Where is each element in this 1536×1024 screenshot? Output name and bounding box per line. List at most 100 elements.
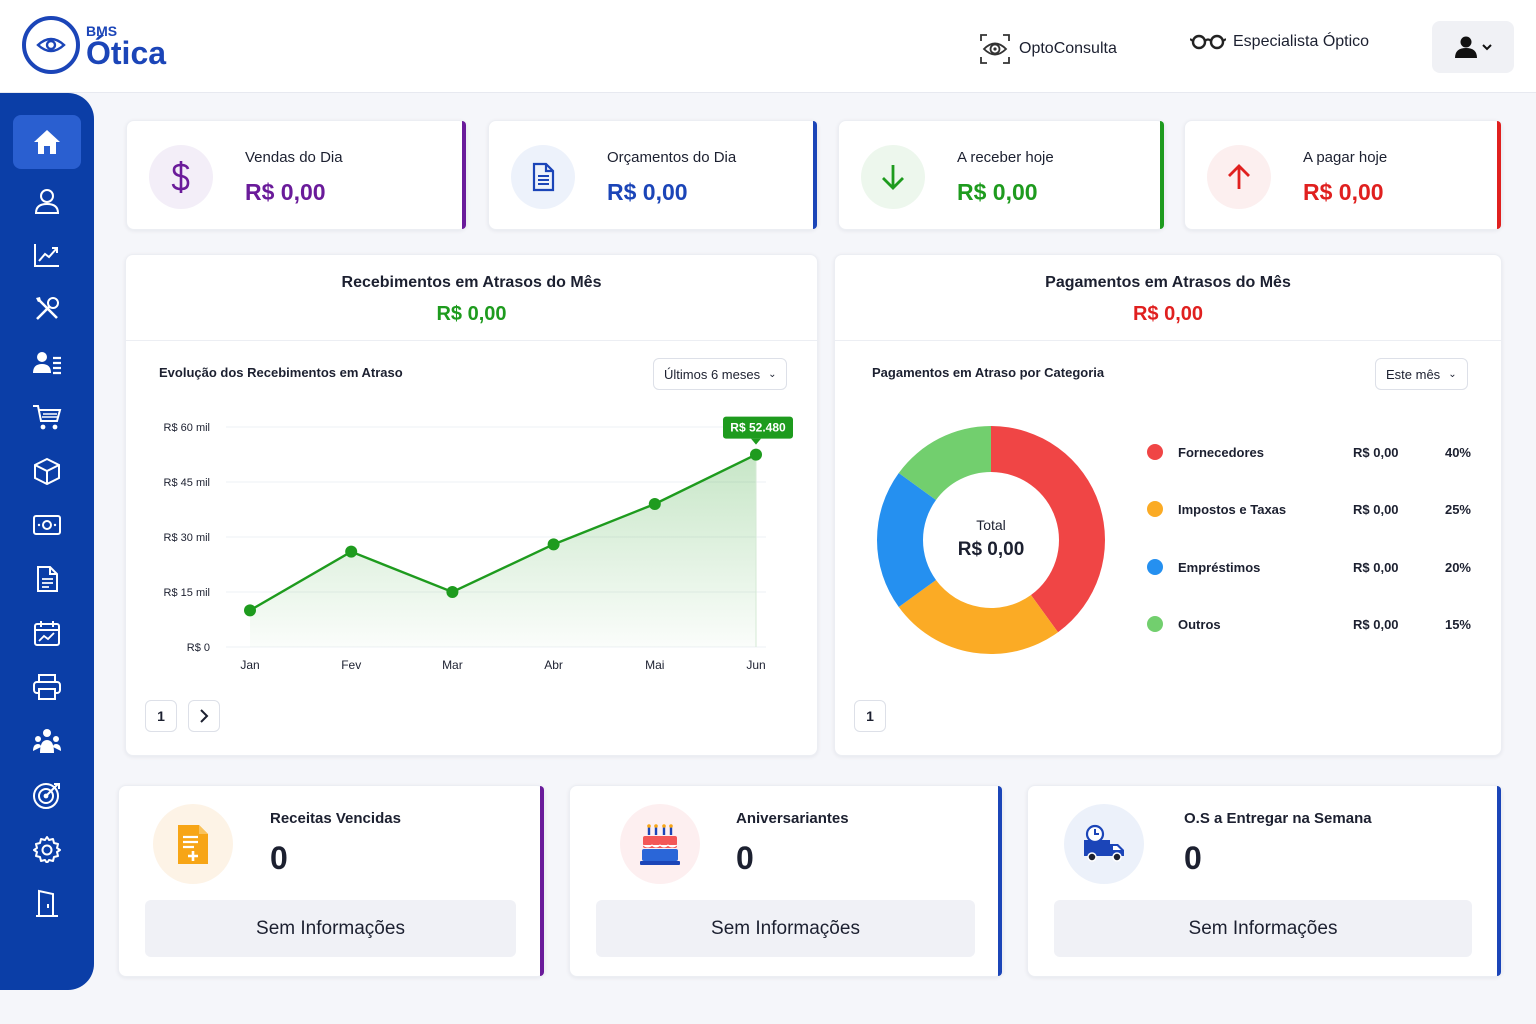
prescription-icon (153, 804, 233, 884)
aniversariantes-label: Aniversariantes (736, 810, 849, 827)
especialista-label: Especialista Óptico (1233, 33, 1370, 50)
sidebar-item-sales[interactable] (13, 390, 81, 444)
sidebar-item-services[interactable] (13, 282, 81, 336)
os-entregar-card[interactable]: O.S a Entregar na Semana 0 Sem Informaçõ… (1027, 785, 1502, 977)
sidebar-item-print[interactable] (13, 660, 81, 714)
donut-slice[interactable] (877, 472, 936, 608)
stat-card-orcamentos[interactable]: Orçamentos do Dia R$ 0,00 (488, 120, 818, 230)
period-dropdown[interactable]: Últimos 6 meses ⌄ (653, 358, 788, 390)
legend-percent: 25% (1444, 501, 1471, 517)
calendar-icon (34, 621, 60, 646)
legend-amount: R$ 0,00 (1353, 501, 1399, 517)
top-header: BMS Ótica OptoConsulta Especialista Ópti… (0, 0, 1536, 93)
donut-slice[interactable] (898, 426, 991, 501)
legend-percent: 15% (1444, 616, 1471, 632)
optoconsulta-label: OptoConsulta (1019, 40, 1117, 57)
accent-bar (540, 786, 544, 976)
sidebar (0, 93, 94, 990)
legend-amount: R$ 0,00 (1353, 444, 1399, 460)
stat-value: R$ 0,00 (957, 179, 1038, 205)
chevron-down-icon: ⌄ (768, 368, 777, 380)
data-point[interactable] (547, 538, 560, 551)
receitas-count: 0 (270, 840, 288, 876)
y-tick-label: R$ 0 (187, 642, 210, 654)
stat-label: A pagar hoje (1303, 149, 1388, 166)
next-page-button[interactable] (188, 700, 220, 732)
stat-card-pagar[interactable]: A pagar hoje R$ 0,00 (1184, 120, 1502, 230)
target-icon (33, 783, 60, 809)
x-tick-label: Fev (341, 658, 361, 672)
chevron-right-icon (200, 709, 209, 723)
recebimentos-title: Recebimentos em Atrasos do Mês (341, 274, 602, 291)
sidebar-item-schedule[interactable] (13, 606, 81, 660)
legend-swatch (1147, 616, 1163, 632)
legend-item[interactable]: Impostos e Taxas R$ 0,00 25% (1147, 499, 1471, 519)
donut-slice[interactable] (898, 579, 1059, 654)
cart-icon (33, 405, 62, 430)
x-tick-label: Mar (442, 658, 463, 672)
legend-item[interactable]: Fornecedores R$ 0,00 40% (1147, 442, 1471, 462)
glasses-icon (1190, 34, 1226, 50)
sidebar-item-stock[interactable] (13, 444, 81, 498)
optoconsulta-link[interactable]: OptoConsulta (978, 32, 1117, 66)
sidebar-item-finance[interactable] (13, 498, 81, 552)
data-point[interactable] (446, 586, 459, 598)
period-dropdown[interactable]: Este mês ⌄ (1375, 358, 1468, 390)
legend-item[interactable]: Outros R$ 0,00 15% (1147, 614, 1471, 634)
divider (126, 340, 817, 341)
legend-item[interactable]: Empréstimos R$ 0,00 20% (1147, 557, 1471, 577)
period-label: Últimos 6 meses (664, 366, 761, 382)
y-tick-label: R$ 45 mil (164, 477, 210, 489)
user-menu-button[interactable] (1432, 21, 1514, 73)
data-point[interactable] (345, 545, 358, 558)
series-line (249, 453, 757, 612)
sidebar-item-goals[interactable] (13, 768, 81, 822)
page-number-button[interactable]: 1 (145, 700, 177, 732)
accent-bar (1160, 121, 1164, 229)
sidebar-item-documents[interactable] (13, 552, 81, 606)
receitas-vencidas-card[interactable]: Receitas Vencidas 0 Sem Informações (118, 785, 545, 977)
legend-swatch (1147, 501, 1163, 517)
legend-percent: 40% (1444, 444, 1471, 460)
data-point[interactable] (648, 498, 661, 510)
x-tick-label: Jun (746, 658, 765, 672)
recebimentos-subtitle: Evolução dos Recebimentos em Atraso (159, 365, 403, 380)
sidebar-item-clients[interactable] (13, 336, 81, 390)
accent-bar (998, 786, 1002, 976)
stat-card-vendas[interactable]: Vendas do Dia R$ 0,00 (126, 120, 467, 230)
sidebar-item-settings[interactable] (13, 822, 81, 876)
data-point[interactable] (750, 448, 762, 461)
legend-label: Fornecedores (1178, 444, 1264, 460)
users-list-icon (33, 352, 61, 375)
document-icon (511, 145, 575, 209)
brand-logo[interactable]: BMS Ótica (22, 16, 166, 74)
pagamentos-subtitle: Pagamentos em Atraso por Categoria (872, 365, 1105, 380)
stat-label: A receber hoje (957, 149, 1054, 166)
stat-card-receber[interactable]: A receber hoje R$ 0,00 (838, 120, 1165, 230)
sidebar-item-company[interactable] (13, 876, 81, 930)
empty-state: Sem Informações (1054, 900, 1472, 957)
sidebar-item-reports[interactable] (13, 228, 81, 282)
legend-amount: R$ 0,00 (1353, 616, 1399, 632)
sidebar-item-home[interactable] (13, 115, 81, 169)
especialista-link[interactable]: Especialista Óptico (1190, 32, 1369, 52)
aniversariantes-card[interactable]: Aniversariantes 0 Sem Informações (569, 785, 1003, 977)
page-number-button[interactable]: 1 (854, 700, 886, 732)
tools-icon (36, 297, 59, 320)
legend-amount: R$ 0,00 (1353, 559, 1399, 575)
dollar-icon (149, 145, 213, 209)
chevron-down-icon (1482, 44, 1492, 51)
stat-value: R$ 0,00 (245, 179, 326, 205)
data-point[interactable] (244, 604, 256, 617)
sidebar-item-profile[interactable] (13, 174, 81, 228)
empty-state: Sem Informações (145, 900, 516, 957)
recebimentos-amount: R$ 0,00 (436, 303, 507, 325)
team-icon (33, 729, 61, 753)
divider (835, 340, 1501, 341)
donut-slice[interactable] (991, 426, 1105, 633)
y-tick-label: R$ 60 mil (164, 422, 210, 434)
sidebar-item-team[interactable] (13, 714, 81, 768)
stat-value: R$ 0,00 (607, 179, 688, 205)
period-label: Este mês (1386, 366, 1441, 382)
arrow-down-icon (861, 145, 925, 209)
